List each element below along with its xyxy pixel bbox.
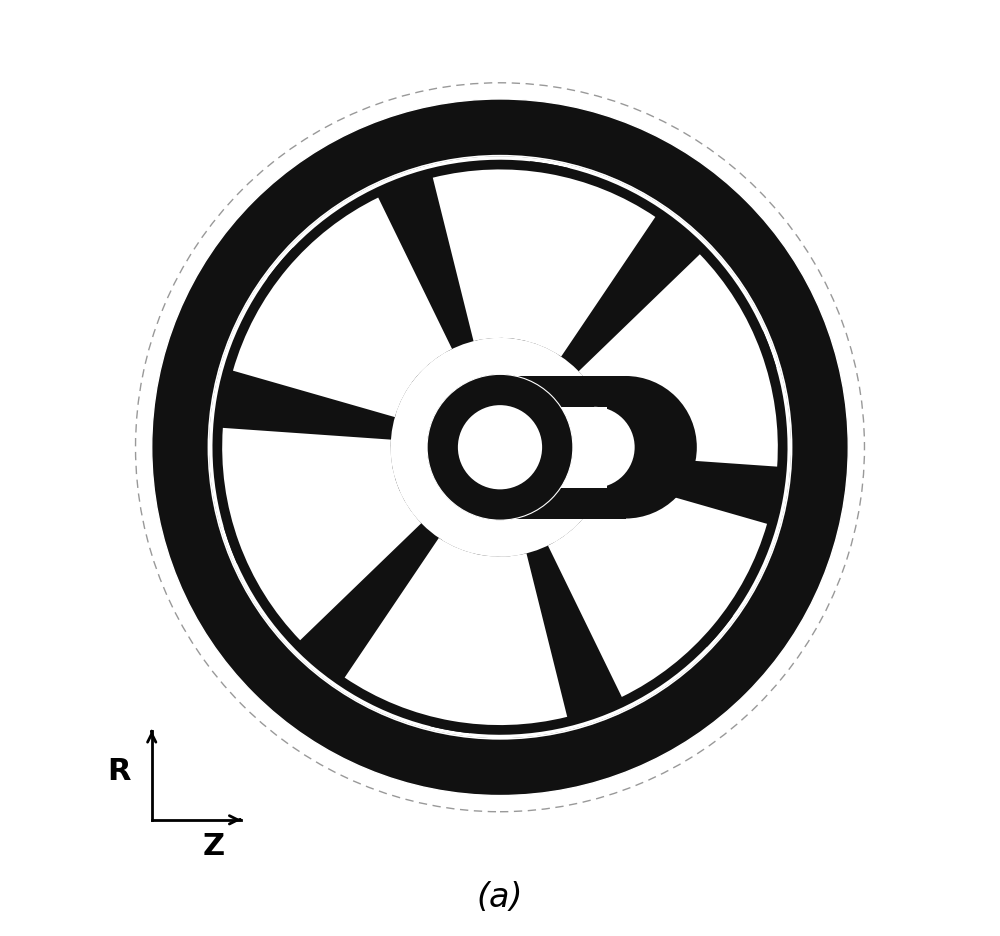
Wedge shape [579,255,778,467]
Text: (a): (a) [477,881,523,914]
Circle shape [458,405,542,490]
Wedge shape [345,538,567,725]
Wedge shape [229,193,456,421]
Wedge shape [552,343,592,383]
Wedge shape [376,410,408,445]
Wedge shape [233,198,452,417]
Wedge shape [336,536,577,727]
Wedge shape [267,161,570,384]
Text: R: R [108,756,131,785]
Circle shape [391,339,609,557]
Wedge shape [511,162,776,417]
Wedge shape [544,475,771,703]
Wedge shape [520,534,558,569]
Circle shape [427,375,573,520]
Circle shape [458,405,542,490]
Wedge shape [423,168,664,359]
Bar [500,376,626,519]
Wedge shape [576,247,779,477]
Wedge shape [222,429,421,640]
Wedge shape [594,407,635,489]
Wedge shape [548,478,767,697]
Wedge shape [433,170,655,358]
Wedge shape [408,513,448,553]
Circle shape [208,156,792,739]
Bar [500,407,607,489]
Wedge shape [579,331,788,648]
Wedge shape [592,451,624,486]
Wedge shape [221,418,424,649]
Wedge shape [212,248,421,564]
Wedge shape [626,376,697,519]
Circle shape [152,100,848,796]
Circle shape [391,339,609,557]
Wedge shape [430,512,733,735]
Circle shape [221,168,779,727]
Text: Z: Z [203,831,225,860]
Wedge shape [224,478,489,734]
Circle shape [427,375,573,520]
Wedge shape [442,327,480,362]
